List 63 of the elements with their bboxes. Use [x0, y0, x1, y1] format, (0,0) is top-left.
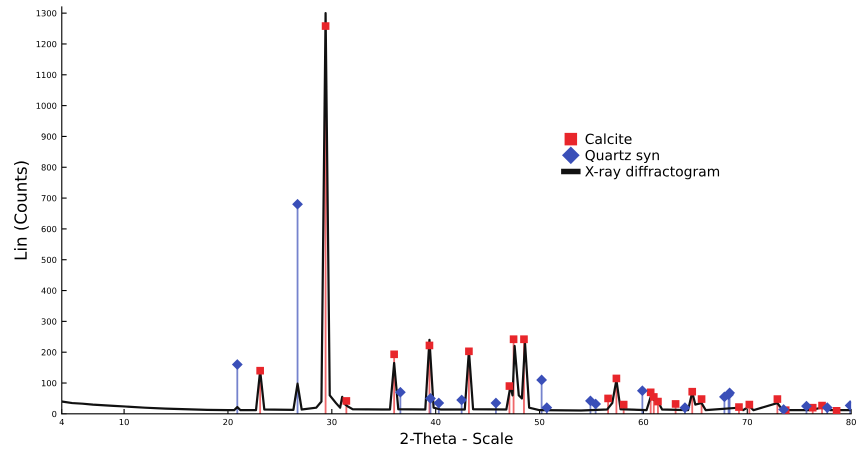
- y-tick-label: 900: [42, 133, 56, 140]
- y-tick-label: 800: [42, 164, 56, 171]
- point: [774, 395, 782, 403]
- x-tick-label: 60: [638, 418, 648, 426]
- y-tick-label: 1300: [36, 10, 56, 16]
- y-tick-label: 500: [42, 256, 56, 264]
- x-tick-label: 4: [60, 418, 64, 426]
- y-tick-label: 300: [42, 318, 56, 325]
- point: [465, 347, 473, 356]
- x-tick-label: 70: [742, 418, 752, 426]
- point: [612, 374, 620, 382]
- y-axis-title: Lin (Counts): [14, 161, 29, 260]
- point: [698, 395, 706, 403]
- y-tick-label: 0: [52, 410, 56, 418]
- point: [520, 335, 528, 344]
- point: [542, 402, 552, 413]
- y-tick-label: 1100: [36, 72, 56, 78]
- legend-label: Calcite: [586, 133, 632, 144]
- y-tick-label: 700: [42, 195, 56, 202]
- legend-label: Quartz syn: [586, 150, 659, 164]
- point: [395, 387, 406, 398]
- x-tick-label: 20: [223, 418, 233, 426]
- y-tick-label: 400: [41, 288, 56, 294]
- point: [434, 398, 444, 408]
- y-tick-label: 600: [42, 226, 56, 232]
- legend-label: X-ray diffractogram: [585, 166, 720, 180]
- point: [735, 403, 743, 411]
- point: [292, 199, 303, 210]
- point: [590, 398, 601, 410]
- point: [490, 398, 502, 408]
- point: [232, 359, 242, 370]
- point: [604, 394, 612, 402]
- point: [680, 402, 690, 413]
- point: [822, 402, 832, 413]
- y-tick-label: 1000: [36, 102, 56, 109]
- point: [778, 404, 789, 414]
- point: [672, 400, 680, 408]
- x-tick-label: 50: [534, 418, 544, 426]
- point: [801, 401, 812, 412]
- y-tick-label: 1200: [36, 40, 56, 48]
- point: [256, 366, 264, 375]
- point: [536, 374, 547, 386]
- y-tick-label: 100: [42, 380, 56, 386]
- point: [426, 342, 434, 350]
- point: [456, 394, 467, 406]
- point: [832, 406, 840, 414]
- x-tick-label: 40: [430, 418, 440, 426]
- point: [654, 398, 662, 406]
- x-axis-title: 2-Theta - Scale: [400, 432, 513, 444]
- point: [322, 22, 330, 30]
- point: [425, 393, 436, 404]
- x-tick-label: 80: [846, 418, 856, 426]
- y-tick-label: 200: [42, 349, 56, 356]
- x-tick-label: 10: [120, 418, 129, 426]
- point: [637, 386, 648, 396]
- point: [510, 335, 518, 344]
- point: [746, 400, 754, 408]
- x-tick-label: 30: [327, 418, 337, 426]
- point: [390, 350, 398, 358]
- point: [620, 400, 628, 408]
- point: [342, 397, 350, 405]
- point: [506, 382, 514, 390]
- point: [688, 388, 696, 396]
